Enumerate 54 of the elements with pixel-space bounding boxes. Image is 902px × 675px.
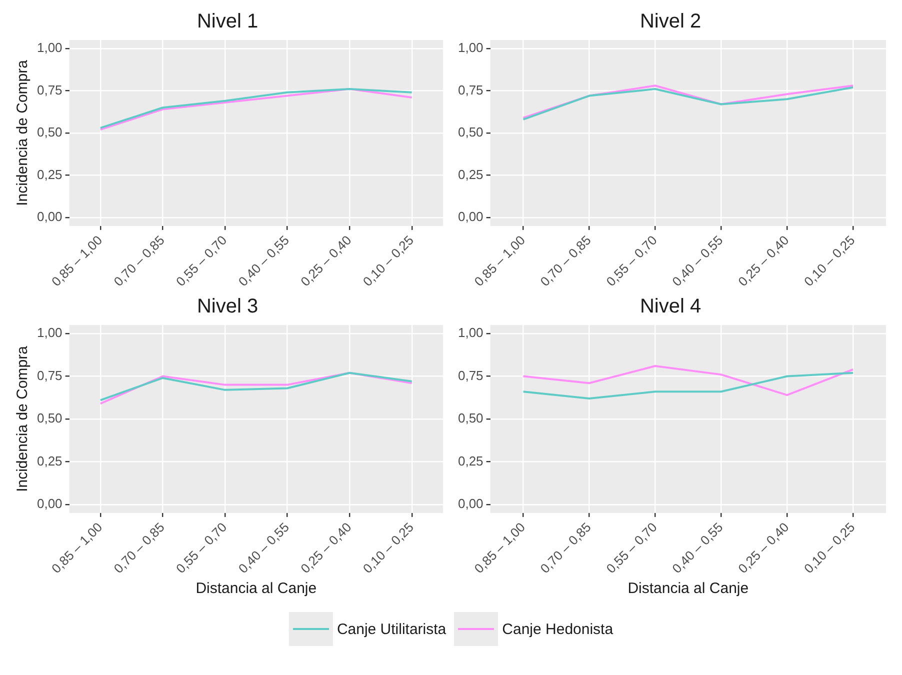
x-tick-label: 0,25 – 0,40 (298, 232, 354, 290)
x-tick-label: 0,40 – 0,55 (235, 232, 292, 290)
x-tick-label: 0,40 – 0,55 (669, 520, 726, 576)
y-tick-label: 1,00 (36, 325, 62, 340)
y-tick-label: 0,00 (36, 496, 62, 511)
y-axis-title: Incidencia de Compra (14, 59, 32, 206)
legend-label: Canje Utilitarista (336, 620, 446, 638)
legend-label: Canje Hedonista (502, 620, 614, 638)
chart-title: Nivel 2 (640, 10, 702, 33)
x-tick-label: 0,10 – 0,25 (360, 232, 417, 290)
y-tick-label: 0,25 (36, 453, 62, 468)
x-tick-label: 0,85 – 1,00 (48, 520, 106, 576)
x-tick-label: 0,10 – 0,25 (801, 232, 858, 290)
x-tick-label: 0,70 – 0,85 (110, 232, 168, 290)
y-tick-label: 0,50 (36, 124, 62, 140)
y-axis-title: Incidencia de Compra (14, 345, 32, 492)
y-tick-label: 0,50 (36, 410, 62, 426)
x-tick-label: 0,40 – 0,55 (235, 520, 292, 576)
x-tick-label: 0,40 – 0,55 (669, 232, 726, 290)
y-tick-label: 0,75 (458, 82, 484, 98)
y-tick-label: 0,75 (36, 82, 62, 98)
x-tick-label: 0,10 – 0,25 (801, 520, 858, 576)
x-tick-label: 0,25 – 0,40 (735, 520, 792, 576)
y-tick-label: 1,00 (458, 40, 484, 56)
x-tick-label: 0,25 – 0,40 (298, 520, 354, 576)
x-tick-label: 0,55 – 0,70 (603, 232, 660, 290)
x-tick-label: 0,25 – 0,40 (735, 232, 792, 290)
y-tick-label: 0,00 (458, 209, 484, 224)
x-tick-label: 0,70 – 0,85 (110, 520, 168, 576)
x-tick-label: 0,70 – 0,85 (537, 520, 594, 576)
x-tick-label: 0,55 – 0,70 (173, 520, 230, 576)
y-tick-label: 0,75 (36, 368, 62, 383)
y-tick-label: 0,00 (36, 209, 62, 224)
y-tick-label: 0,50 (458, 410, 484, 426)
y-tick-label: 0,25 (36, 166, 62, 182)
y-tick-label: 0,50 (458, 124, 484, 140)
x-tick-label: 0,85 – 1,00 (48, 232, 106, 290)
x-tick-label: 0,55 – 0,70 (603, 520, 660, 576)
x-tick-label: 0,10 – 0,25 (360, 520, 417, 576)
x-tick-label: 0,85 – 1,00 (471, 232, 528, 290)
x-tick-label: 0,55 – 0,70 (173, 232, 230, 290)
x-axis-title: Distancia al Canje (196, 580, 317, 598)
y-tick-label: 0,75 (458, 368, 484, 383)
chart-title: Nivel 1 (196, 10, 258, 33)
x-axis-title: Distancia al Canje (628, 580, 749, 598)
chart-title: Nivel 4 (640, 296, 702, 318)
y-tick-label: 1,00 (36, 40, 62, 56)
x-tick-label: 0,85 – 1,00 (471, 520, 528, 576)
y-tick-label: 0,00 (458, 496, 484, 511)
chart-title: Nivel 3 (196, 296, 258, 318)
y-tick-label: 0,25 (458, 453, 484, 468)
y-tick-label: 1,00 (458, 325, 484, 340)
y-tick-label: 0,25 (458, 166, 484, 182)
x-tick-label: 0,70 – 0,85 (537, 232, 594, 290)
